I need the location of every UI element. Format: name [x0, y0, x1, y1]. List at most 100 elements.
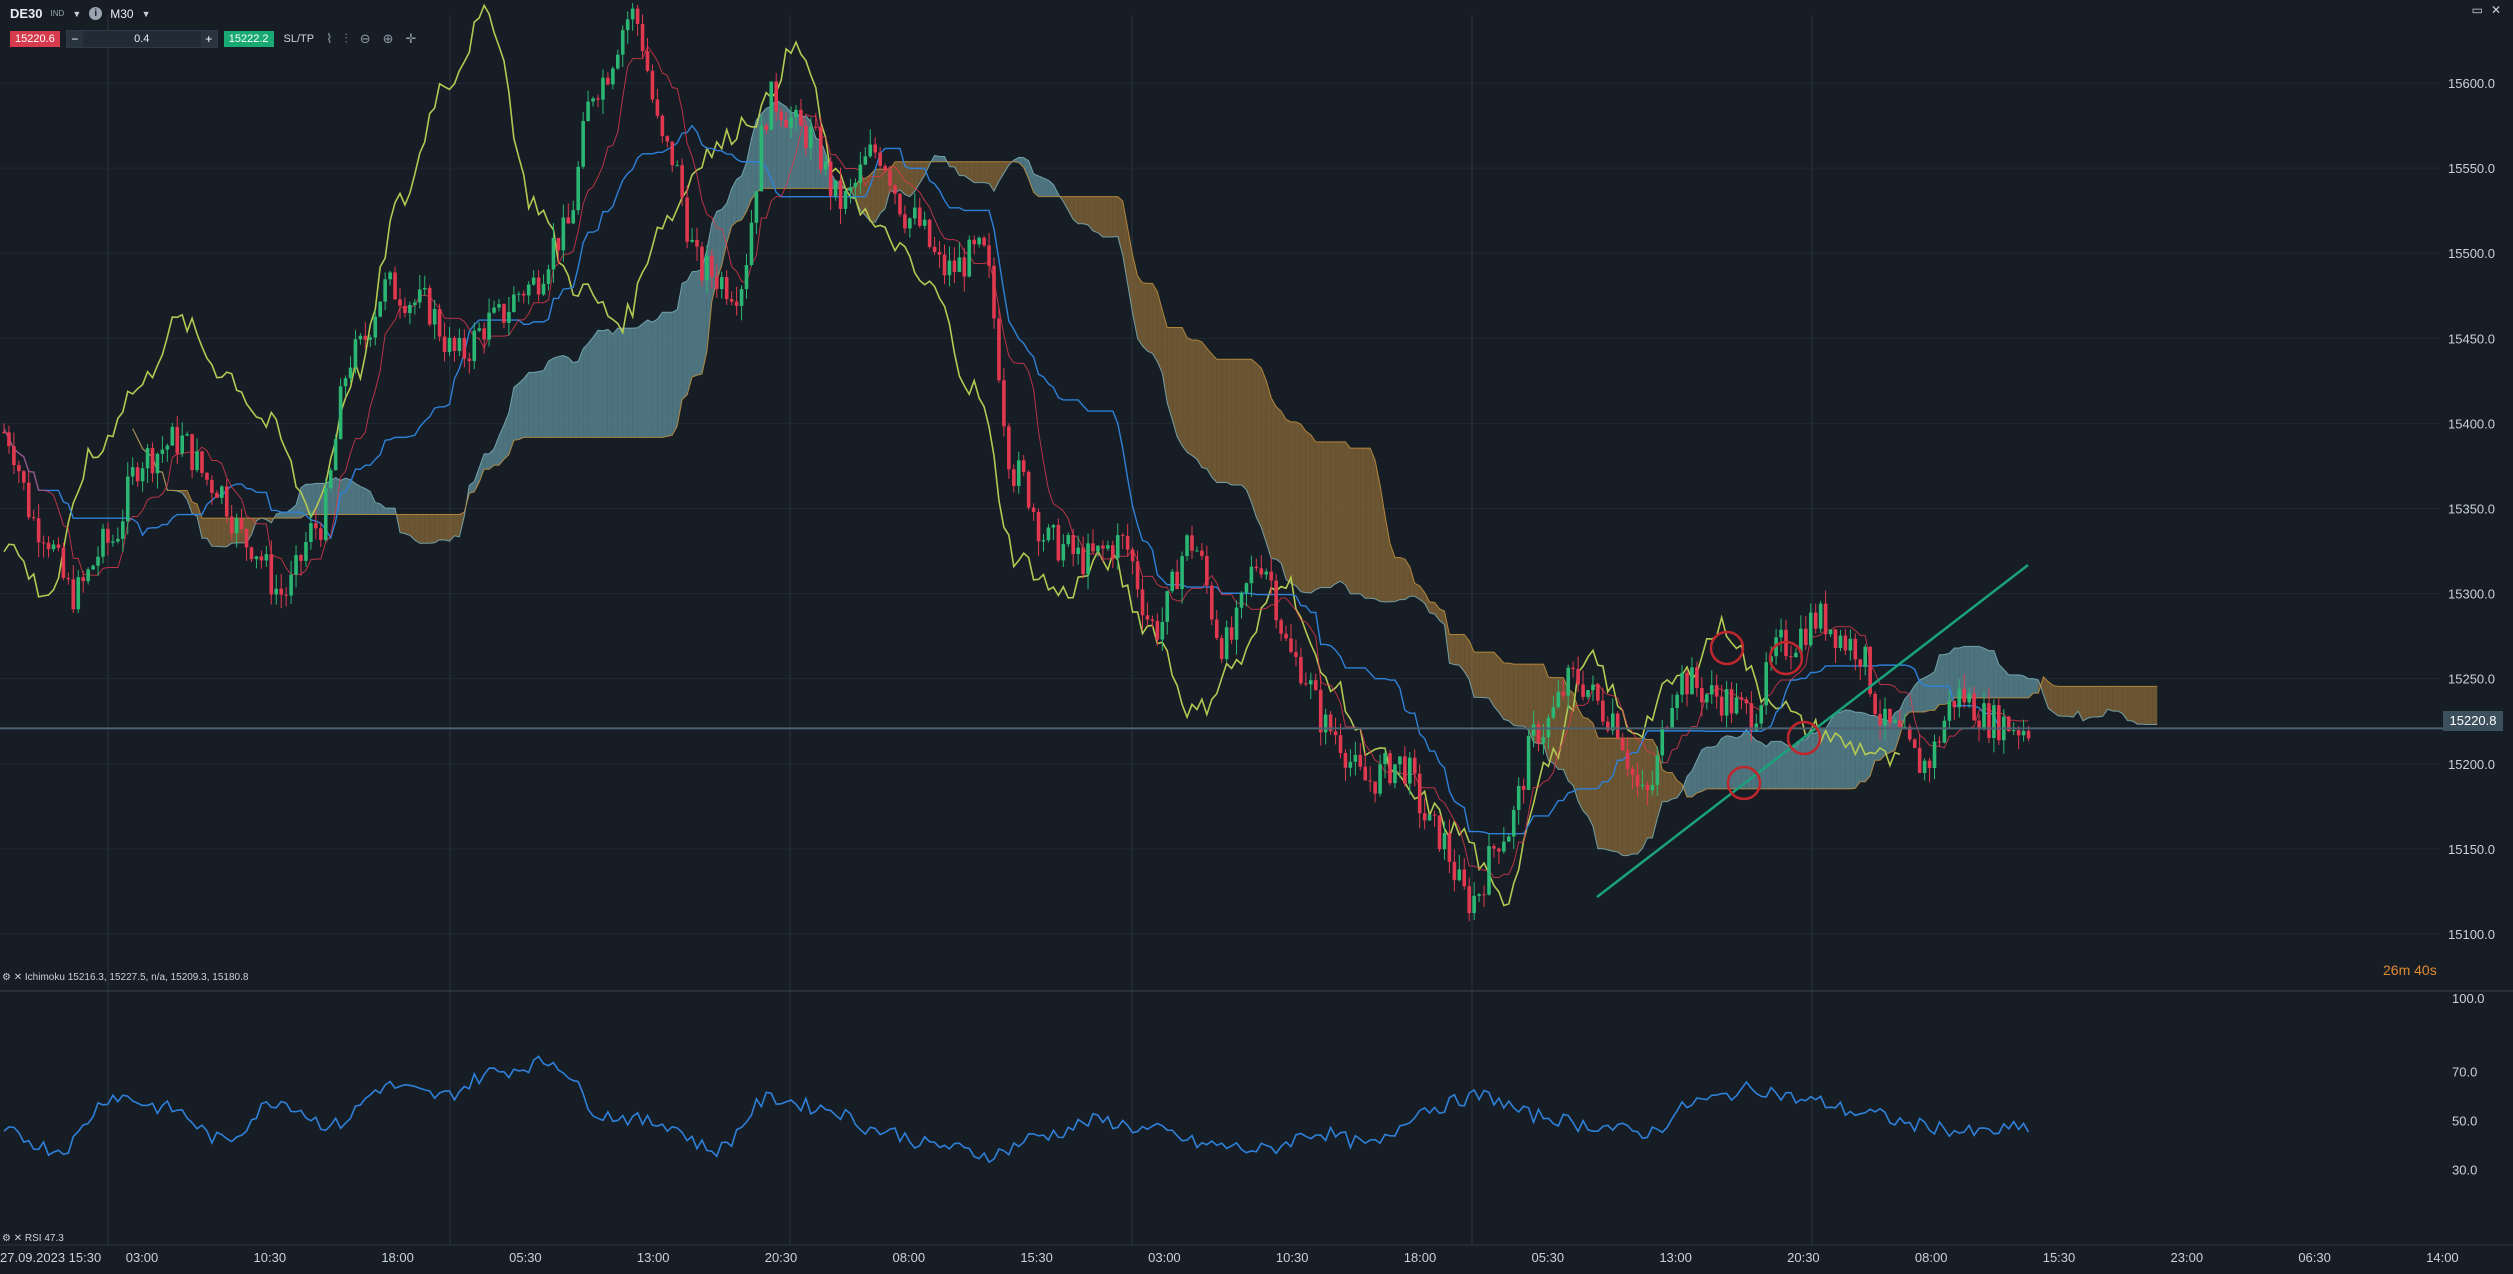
kumo-segment — [1894, 709, 1900, 751]
indicators-icon[interactable]: ⫶ — [344, 31, 348, 46]
kumo-segment — [202, 518, 207, 539]
kijun-sen-line — [3, 124, 2029, 835]
candle-body — [601, 77, 605, 100]
x-tick-label: 13:00 — [1659, 1250, 1692, 1265]
candle-body — [1640, 784, 1645, 787]
candle-body — [878, 152, 882, 166]
line-chart-icon[interactable]: ⌇ — [326, 31, 333, 46]
candle-body — [26, 482, 31, 518]
buy-button[interactable]: 15222.2 — [223, 31, 274, 47]
quantity-plus-button[interactable]: + — [200, 31, 217, 47]
candle-body — [858, 164, 863, 183]
zoom-out-icon[interactable]: ⊖ — [359, 31, 371, 46]
restore-icon[interactable]: ▭ — [2471, 3, 2483, 17]
kumo-segment — [1078, 196, 1084, 224]
kumo-segment — [1335, 441, 1341, 584]
candle-body — [249, 547, 254, 560]
kumo-segment — [583, 343, 589, 438]
kumo-segment — [1607, 738, 1613, 852]
sell-button[interactable]: 15220.6 — [10, 31, 60, 47]
kumo-segment — [1276, 406, 1282, 564]
kumo-segment — [1023, 157, 1029, 180]
kumo-segment — [1528, 664, 1534, 743]
candle-body — [1318, 689, 1323, 733]
candle-body — [1596, 684, 1600, 701]
kumo-segment — [2083, 686, 2088, 721]
candle-body — [175, 426, 180, 454]
candle-body — [1853, 638, 1858, 660]
candle-body — [502, 304, 506, 323]
timeframe-dropdown-icon[interactable]: ▼ — [141, 8, 151, 19]
candle-body — [1873, 693, 1877, 714]
kumo-segment — [1924, 674, 1930, 712]
kumo-segment — [1790, 746, 1796, 789]
kumo-segment — [2137, 686, 2143, 725]
kumo-segment — [508, 387, 514, 455]
candle-body — [685, 197, 689, 242]
candle-body — [521, 293, 526, 296]
kumo-segment — [192, 501, 198, 517]
candle-body — [284, 594, 288, 596]
candle-body — [135, 467, 140, 482]
candle-body — [749, 222, 754, 266]
candle-body — [363, 335, 368, 340]
candle-body — [1888, 708, 1892, 723]
kumo-segment — [375, 502, 381, 515]
crosshair-icon[interactable]: ✛ — [405, 31, 417, 46]
candle-body — [46, 542, 51, 550]
kumo-segment — [2092, 686, 2098, 717]
symbol-name[interactable]: DE30 — [10, 6, 43, 21]
quantity-input[interactable]: 0.4 — [134, 33, 150, 45]
candle-body — [1076, 547, 1080, 555]
kumo-segment — [296, 487, 301, 519]
zoom-in-icon[interactable]: ⊕ — [382, 31, 394, 46]
candle-body — [828, 161, 833, 196]
info-icon[interactable]: i — [89, 7, 103, 20]
candle-body — [1818, 603, 1823, 629]
candle-body — [799, 109, 803, 126]
candle-body — [125, 476, 130, 522]
candle-body — [299, 555, 303, 561]
candle-body — [1561, 691, 1566, 696]
candle-body — [224, 486, 229, 517]
candle-body — [378, 301, 382, 317]
candle-body — [932, 246, 937, 252]
kumo-segment — [1954, 647, 1960, 698]
symbol-dropdown-icon[interactable]: ▼ — [72, 8, 82, 19]
candle-body — [1507, 836, 1511, 842]
kumo-segment — [211, 518, 217, 547]
candle-body — [1195, 550, 1199, 552]
kumo-segment — [1523, 664, 1529, 731]
current-price-badge: 15220.8 — [2443, 711, 2503, 731]
candle-body — [739, 289, 744, 306]
kumo-segment — [1835, 712, 1841, 789]
kumo-segment — [593, 330, 598, 438]
kumo-segment — [1380, 485, 1386, 602]
kumo-segment — [2023, 675, 2029, 698]
candle-body — [7, 432, 11, 447]
candle-body — [1482, 894, 1486, 896]
x-tick-label: 05:30 — [1532, 1250, 1565, 1265]
quantity-stepper[interactable]: − 0.4 + — [65, 30, 218, 48]
timeframe-select[interactable]: M30 — [110, 6, 134, 21]
sltp-button[interactable]: SL/TP — [283, 33, 315, 45]
candle-body — [982, 237, 986, 246]
kumo-segment — [1310, 434, 1316, 593]
candle-body — [1764, 662, 1768, 706]
kumo-segment — [1033, 173, 1039, 197]
kumo-segment — [1360, 448, 1366, 599]
candle-body — [1700, 687, 1704, 703]
kumo-segment — [1597, 738, 1603, 849]
kumo-segment — [1355, 448, 1361, 594]
quantity-minus-button[interactable]: − — [66, 31, 83, 47]
candle-body — [1982, 703, 1986, 730]
kumo-segment — [2102, 686, 2108, 717]
kumo-segment — [1687, 771, 1692, 797]
kumo-segment — [627, 328, 633, 438]
candle-body — [1670, 707, 1674, 728]
close-icon[interactable]: ✕ — [2490, 3, 2501, 17]
kumo-segment — [1696, 749, 1702, 794]
kumo-segment — [1137, 275, 1143, 347]
candle-body — [259, 556, 264, 561]
